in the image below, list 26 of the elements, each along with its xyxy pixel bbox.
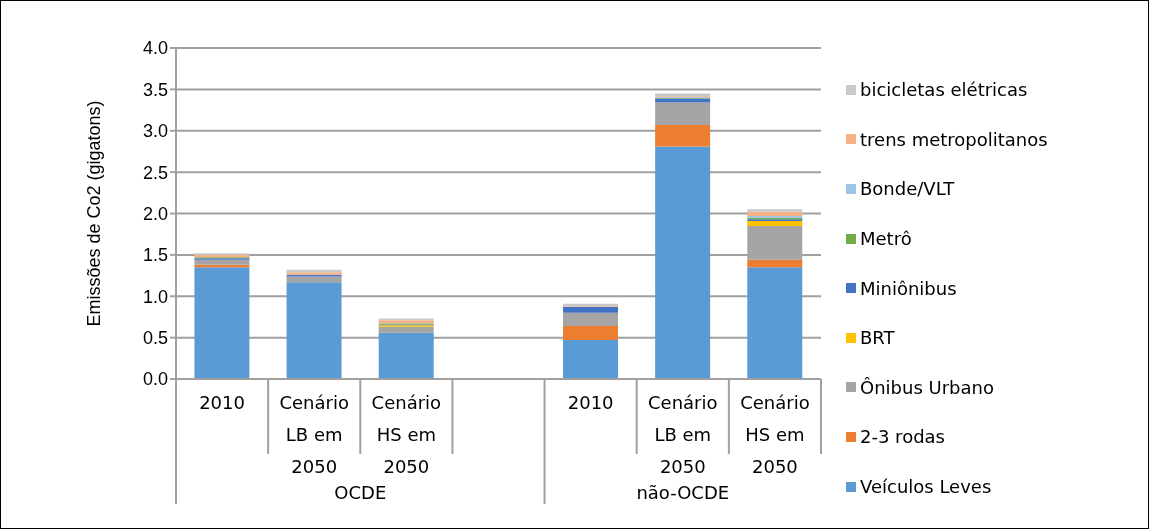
y-tick-label: 3.0 (142, 121, 168, 142)
y-tick-label: 2.5 (142, 162, 168, 183)
y-tick-label: 2.0 (142, 203, 168, 224)
y-tick-label: 1.5 (142, 245, 168, 266)
y-tick-label: 4.0 (142, 38, 168, 59)
legend-label: BRT (860, 327, 895, 349)
x-tick-label: Cenário HS em 2050 (740, 392, 810, 477)
y-tick-label: 0.5 (142, 328, 168, 349)
y-axis-title: Emissões de Co2 (gigatons) (84, 100, 105, 327)
x-tick-label: 2010 (199, 392, 245, 413)
x-tick-label: Cenário HS em 2050 (371, 392, 442, 477)
legend-label: trens metropolitanos (860, 128, 1048, 150)
legend-label: 2-3 rodas (860, 426, 945, 448)
legend-label: Metrô (860, 228, 912, 250)
text: OCDE (333, 482, 388, 503)
legend-label: Miniônibus (860, 277, 957, 299)
legend-label: Ônibus Urbano (860, 376, 994, 398)
y-tick-label: 3.5 (142, 79, 168, 100)
text: não-OCDE (635, 482, 731, 503)
y-tick-label: 0.0 (142, 369, 168, 390)
y-tick-label: 1.0 (142, 286, 168, 307)
legend-label: Veículos Leves (860, 476, 992, 498)
legend-label: bicicletas elétricas (860, 79, 1028, 101)
x-tick-label: Cenário LB em 2050 (279, 392, 349, 477)
x-tick-label: 2010 (567, 392, 614, 413)
legend-label: Bonde/VLT (860, 178, 955, 200)
